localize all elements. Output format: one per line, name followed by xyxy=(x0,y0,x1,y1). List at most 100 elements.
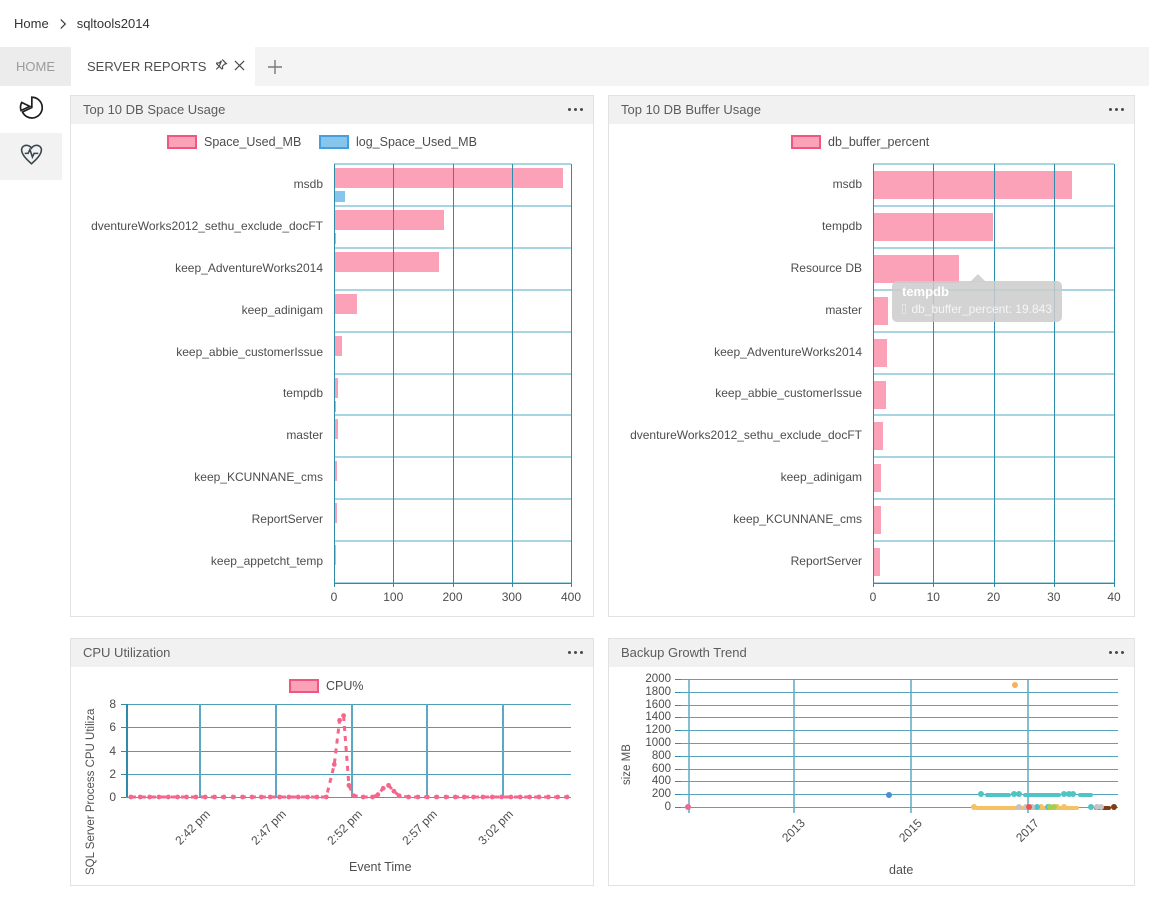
pie-chart-icon xyxy=(18,94,45,126)
bar-Space_Used_MB xyxy=(334,293,358,314)
series-teal-point xyxy=(1060,791,1067,798)
cpu-x-axis-title: Event Time xyxy=(349,860,412,874)
bar-Space_Used_MB xyxy=(334,545,337,566)
bar-db_buffer_percent xyxy=(873,296,889,325)
y-tick-label: 400 xyxy=(651,775,671,788)
x-tickmark xyxy=(452,583,454,587)
series-green-point xyxy=(1050,804,1057,810)
x-gridline xyxy=(933,164,935,583)
legend-log-space-used[interactable]: log_Space_Used_MB xyxy=(319,135,477,149)
x-tick-label: 0 xyxy=(330,590,338,604)
y-gridline xyxy=(681,679,1118,680)
series-gray-point xyxy=(1094,804,1101,810)
tab-server-reports-label: SERVER REPORTS xyxy=(87,59,207,74)
category-label: dventureWorks2012_sethu_exclude_docFT xyxy=(630,428,862,443)
more-options-icon[interactable] xyxy=(568,108,583,111)
y-tickmark xyxy=(675,691,681,693)
y-tick-label: 800 xyxy=(651,749,671,762)
bar-Space_Used_MB xyxy=(334,377,338,398)
chevron-right-icon xyxy=(57,18,69,30)
category-label: keep_abbie_customerIssue xyxy=(715,386,862,401)
category-label: dventureWorks2012_sethu_exclude_docFT xyxy=(91,218,323,233)
y-tick-label: 1400 xyxy=(645,711,671,724)
cpu-utilization-chart[interactable]: CPU% SQL Server Process CPU Utiliza Even… xyxy=(71,667,593,885)
x-gridline xyxy=(1027,679,1029,813)
category-label: master xyxy=(825,302,862,317)
x-gridline xyxy=(910,679,912,813)
y-tickmark xyxy=(675,730,681,732)
y-tick-label: 0 xyxy=(664,801,671,813)
series-teal-point xyxy=(1010,791,1017,798)
category-label: master xyxy=(286,428,323,443)
series-yellow-point xyxy=(1053,804,1060,810)
close-tab-icon[interactable] xyxy=(234,59,245,74)
series-teal-point xyxy=(1066,791,1073,798)
y-gridline xyxy=(681,768,1118,770)
sidebar-item-health[interactable] xyxy=(0,133,62,180)
x-gridline xyxy=(502,704,504,797)
category-label: keep_abbie_customerIssue xyxy=(176,344,323,359)
category-label: keep_adinigam xyxy=(241,302,323,317)
backup-growth-trend-chart[interactable]: size MB date 0 200 400 600 800 1000 1200 1400 16… xyxy=(609,667,1134,885)
y-gridline xyxy=(681,781,1118,783)
tab-bar: HOME SERVER REPORTS xyxy=(0,47,1149,86)
x-tick-label: 0 xyxy=(869,590,877,604)
panel-backup-growth-trend: Backup Growth Trend size MB date 0 200 400… xyxy=(608,638,1135,886)
y-tickmark xyxy=(675,755,681,757)
y-tick-label: 8 xyxy=(109,697,116,711)
more-options-icon[interactable] xyxy=(568,651,583,654)
legend-db-buffer-percent[interactable]: db_buffer_percent xyxy=(791,135,929,149)
panel-header: CPU Utilization xyxy=(71,639,593,667)
bar-log_Space_Used_MB xyxy=(334,191,346,202)
bar-db_buffer_percent xyxy=(873,338,888,367)
x-gridline xyxy=(571,164,572,583)
y-tick-label: 1200 xyxy=(645,724,671,737)
y-gridline xyxy=(126,704,571,705)
pin-icon[interactable] xyxy=(214,58,229,75)
more-options-icon[interactable] xyxy=(1109,651,1124,654)
sidebar-item-reports[interactable] xyxy=(0,86,62,133)
x-tickmark xyxy=(1053,583,1055,587)
y-tick-label: 200 xyxy=(651,788,671,801)
y-tick-label: 1000 xyxy=(645,737,671,749)
series-brown-point xyxy=(1111,804,1118,810)
x-tick-label: 30 xyxy=(1047,590,1061,604)
panel-title: Top 10 DB Space Usage xyxy=(83,102,226,117)
y-tickmark xyxy=(121,704,126,705)
y-tickmark xyxy=(675,743,681,744)
y-gridline xyxy=(681,794,1118,796)
breadcrumb-home[interactable]: Home xyxy=(14,16,49,31)
legend-swatch-blue xyxy=(319,135,349,149)
x-gridline xyxy=(993,164,995,583)
x-tick-label: 400 xyxy=(560,590,582,604)
bar-Space_Used_MB xyxy=(334,251,440,272)
db-buffer-usage-chart[interactable]: db_buffer_percent 0 10 20 30 40 msdb tempdb Res… xyxy=(609,124,1134,616)
db-space-usage-chart[interactable]: Space_Used_MB log_Space_Used_MB 0 100 200 3… xyxy=(71,124,593,616)
series-red-point xyxy=(1025,804,1032,810)
breadcrumb-server[interactable]: sqltools2014 xyxy=(76,16,150,31)
y-tickmark xyxy=(675,717,681,719)
dashboard-sidebar xyxy=(0,86,62,913)
bar-Space_Used_MB xyxy=(334,168,563,188)
y-gridline xyxy=(126,727,571,729)
tab-server-reports[interactable]: SERVER REPORTS xyxy=(71,47,256,86)
x-tick-label: 10 xyxy=(926,590,940,604)
series-teal-segment xyxy=(1023,792,1062,797)
new-tab-button[interactable] xyxy=(255,47,295,86)
more-options-icon[interactable] xyxy=(1109,108,1124,111)
backup-y-axis-title: size MB xyxy=(621,744,633,785)
series-teal-point xyxy=(1034,804,1041,810)
y-tick-label: 2 xyxy=(109,766,116,781)
category-label: msdb xyxy=(293,176,323,191)
category-label: msdb xyxy=(832,176,862,191)
legend-space-used[interactable]: Space_Used_MB xyxy=(167,135,301,149)
legend-swatch-pink xyxy=(289,679,319,693)
tooltip-title: tempdb xyxy=(902,284,949,299)
legend-cpu-percent[interactable]: CPU% xyxy=(289,679,364,693)
x-tick-label: 2017 xyxy=(1013,816,1042,845)
tab-home[interactable]: HOME xyxy=(0,47,71,86)
bar-db_buffer_percent xyxy=(873,254,960,283)
x-tick-label: 2015 xyxy=(896,816,925,845)
y-tickmark xyxy=(121,773,126,775)
x-gridline xyxy=(351,704,353,797)
